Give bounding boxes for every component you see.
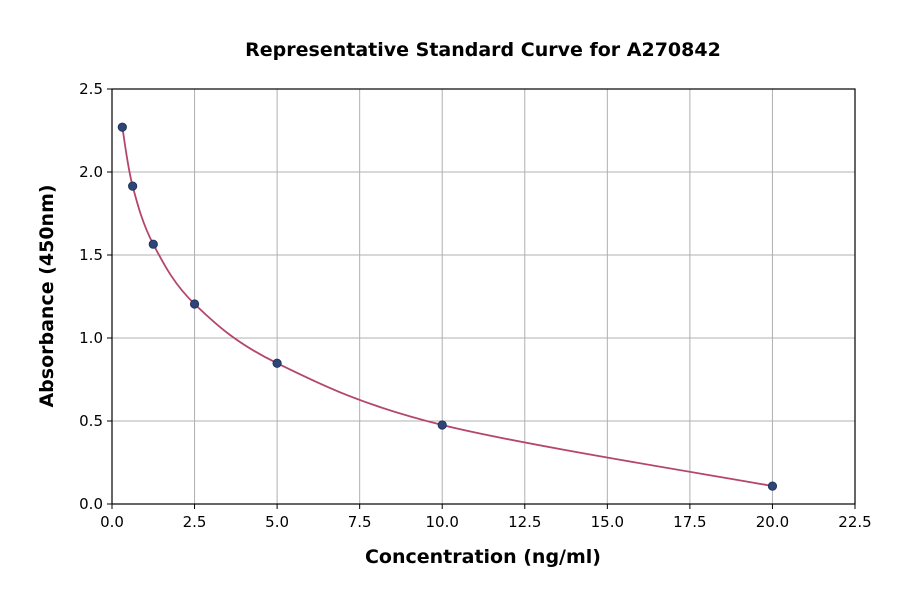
- data-point: [128, 181, 138, 191]
- plot-frame: [111, 88, 856, 505]
- x-tick-label: 5.0: [265, 513, 289, 531]
- data-point: [437, 420, 447, 430]
- y-tick-label: 0.5: [79, 412, 103, 430]
- y-tick-label: 2.0: [79, 163, 103, 181]
- x-axis-ticks: 0.0 2.5 5.0 7.5 10.0 12.5 15.0 17.5 20.0 22.5: [100, 504, 872, 531]
- data-point: [148, 239, 158, 249]
- y-axis-label: Absorbance (450nm): [36, 184, 58, 407]
- y-tick-label: 1.5: [79, 246, 103, 264]
- x-tick-label: 12.5: [508, 513, 541, 531]
- fit-curve-group: [121, 127, 773, 487]
- y-tick-label: 0.0: [79, 495, 103, 513]
- x-tick-label: 22.5: [838, 513, 871, 531]
- x-tick-label: 10.0: [426, 513, 459, 531]
- x-tick-label: 20.0: [756, 513, 789, 531]
- x-tick-label: 2.5: [183, 513, 207, 531]
- data-points: [117, 122, 778, 491]
- x-tick-label: 15.0: [591, 513, 624, 531]
- data-point: [189, 299, 200, 309]
- y-axis-ticks: 0.0 0.5 1.0 1.5 2.0 2.5: [79, 80, 112, 513]
- data-point: [767, 481, 778, 491]
- y-tick-label: 1.0: [79, 329, 103, 347]
- grid: [111, 88, 856, 505]
- x-axis-label: Concentration (ng/ml): [365, 546, 601, 568]
- x-tick-label: 0.0: [100, 513, 124, 531]
- data-point: [117, 122, 127, 132]
- data-point: [272, 358, 282, 368]
- fit-curve: [121, 127, 773, 487]
- x-tick-label: 17.5: [673, 513, 706, 531]
- chart-title: Representative Standard Curve for A27084…: [245, 39, 721, 61]
- x-tick-label: 7.5: [348, 513, 372, 531]
- y-tick-label: 2.5: [79, 80, 103, 98]
